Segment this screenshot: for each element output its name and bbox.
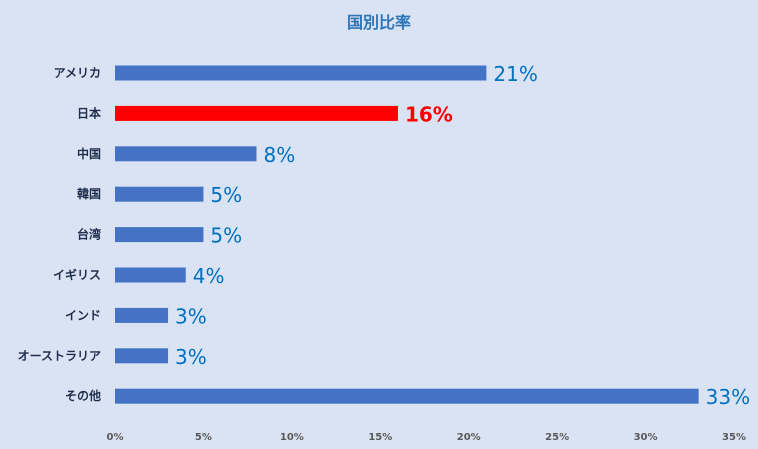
bar-5 xyxy=(115,267,186,283)
x-tick-label: 10% xyxy=(280,432,304,443)
x-tick-label: 15% xyxy=(368,432,392,443)
category-label: 中国 xyxy=(77,146,101,161)
x-tick-label: 30% xyxy=(634,432,658,443)
category-label: アメリカ xyxy=(54,66,101,80)
data-labels-group: 21% 16% 8% 5% 5% 4% 3% 3% 33% xyxy=(175,62,750,409)
category-label: 台湾 xyxy=(77,227,101,242)
bar-1 xyxy=(115,105,398,121)
x-tick-label: 35% xyxy=(722,432,746,443)
category-label: イギリス xyxy=(53,267,101,282)
x-axis-tick-labels: 0% 5% 10% 15% 20% 25% 30% 35% xyxy=(107,432,746,443)
data-label: 4% xyxy=(193,264,225,288)
x-tick-label: 20% xyxy=(457,432,481,443)
bar-3 xyxy=(115,186,204,202)
data-label: 16% xyxy=(405,102,453,126)
category-label: その他 xyxy=(65,388,101,403)
data-label: 3% xyxy=(175,345,207,369)
category-label: 日本 xyxy=(77,105,101,120)
x-tick-label: 5% xyxy=(195,432,212,443)
bar-8 xyxy=(115,388,699,404)
data-label: 8% xyxy=(263,143,295,167)
data-label: 3% xyxy=(175,304,207,328)
data-label: 33% xyxy=(706,385,750,409)
bar-7 xyxy=(115,348,169,364)
x-tick-label: 25% xyxy=(545,432,569,443)
category-label: 韓国 xyxy=(77,186,101,201)
bar-0 xyxy=(115,65,487,81)
data-label: 5% xyxy=(210,183,242,207)
bar-6 xyxy=(115,307,169,323)
data-label: 21% xyxy=(493,62,537,86)
category-label: オーストラリア xyxy=(18,349,101,363)
bar-2 xyxy=(115,146,257,162)
x-tick-label: 0% xyxy=(107,432,124,443)
data-label: 5% xyxy=(210,224,242,248)
chart-title: 国別比率 xyxy=(347,13,411,32)
bar-4 xyxy=(115,227,204,243)
category-label: インド xyxy=(65,308,101,322)
bars-group xyxy=(115,65,699,404)
